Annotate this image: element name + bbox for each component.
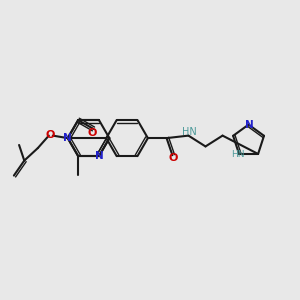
Text: N: N bbox=[63, 133, 72, 143]
Text: N: N bbox=[94, 151, 103, 161]
Text: HN: HN bbox=[231, 150, 245, 159]
Text: O: O bbox=[88, 128, 97, 138]
Text: O: O bbox=[45, 130, 55, 140]
Text: N: N bbox=[245, 120, 254, 130]
Text: HN: HN bbox=[182, 127, 197, 137]
Text: O: O bbox=[169, 153, 178, 163]
